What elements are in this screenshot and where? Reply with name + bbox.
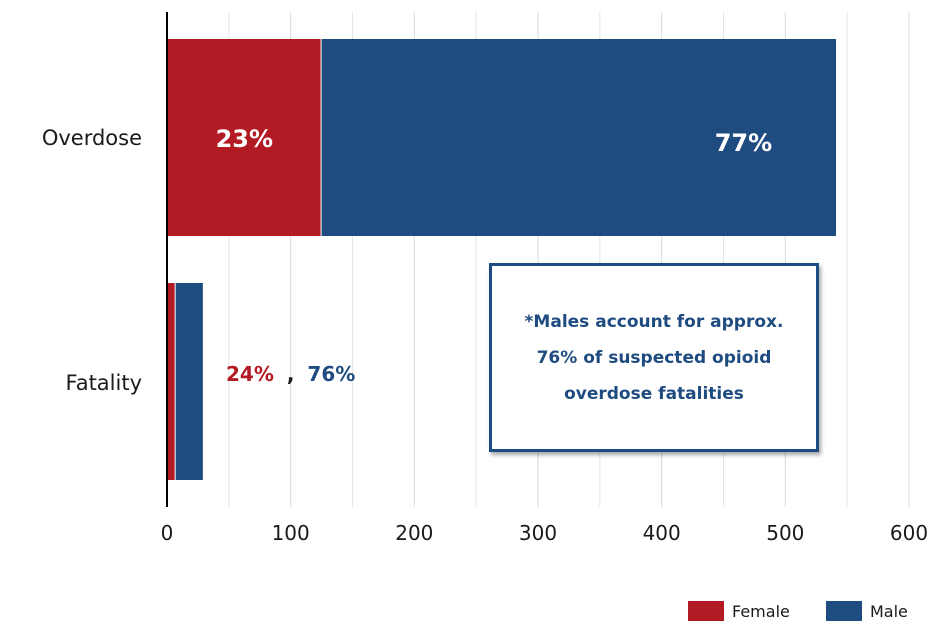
legend-item-male: Male	[826, 601, 908, 621]
x-tick-label: 500	[766, 521, 804, 545]
legend-item-female: Female	[688, 601, 790, 621]
bar-labels: 23% 77%	[216, 125, 773, 157]
bar-label-male-overdose: 77%	[715, 129, 772, 157]
fatality-female-label: 24%	[226, 362, 274, 386]
bars	[167, 39, 837, 480]
x-tick-label: 100	[272, 521, 310, 545]
legend-label-female: Female	[732, 601, 790, 621]
fatality-male-label: 76%	[307, 362, 355, 386]
category-label: Fatality	[66, 371, 142, 395]
x-tick-labels: 0 100 200 300 400 500 600	[161, 521, 928, 545]
legend-swatch-male	[826, 601, 862, 621]
legend-swatch-female	[688, 601, 724, 621]
legend-label-male: Male	[870, 601, 908, 621]
x-tick-label: 0	[161, 521, 174, 545]
fatality-inline-label: 24% , 76%	[226, 362, 355, 386]
bar-label-female-overdose: 23%	[216, 125, 273, 153]
category-label: Overdose	[42, 126, 142, 150]
fatality-label-separator: ,	[287, 362, 295, 386]
annotation-text: *Males account for approx. 76% of suspec…	[524, 311, 784, 404]
x-tick-label: 200	[395, 521, 433, 545]
x-tick-label: 400	[643, 521, 681, 545]
x-tick-label: 300	[519, 521, 557, 545]
bar-female-overdose	[167, 39, 321, 236]
bar-female-fatality	[167, 283, 175, 480]
x-tick-label: 600	[890, 521, 928, 545]
bar-male-fatality	[175, 283, 203, 480]
bar-male-overdose	[321, 39, 837, 236]
annotation-box: *Males account for approx. 76% of suspec…	[489, 263, 819, 452]
category-labels: Overdose Fatality	[42, 126, 142, 395]
